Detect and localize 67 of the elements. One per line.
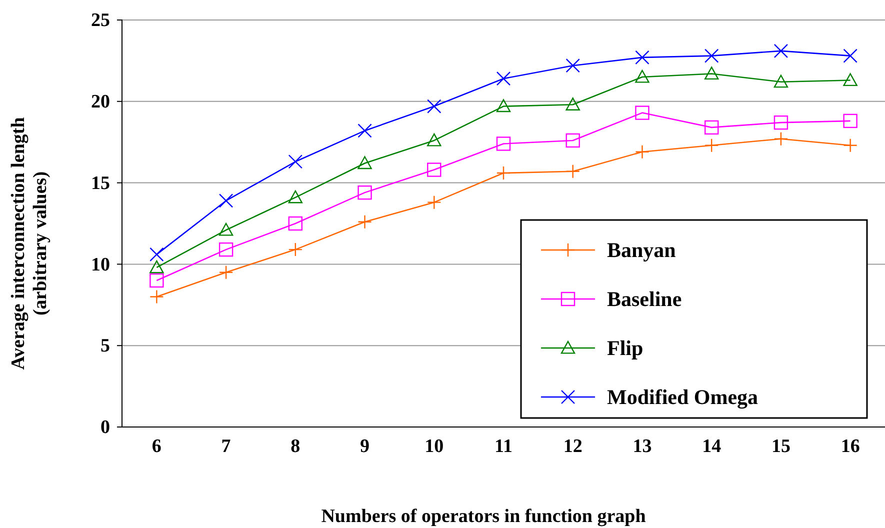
point	[496, 99, 511, 112]
point	[566, 133, 580, 148]
point	[288, 216, 303, 231]
y-axis-title: Average interconnection length (arbitrary values)	[8, 116, 51, 370]
point	[150, 260, 164, 274]
point	[635, 144, 650, 159]
point	[496, 166, 511, 180]
point	[566, 58, 580, 73]
x-tick-label: 12	[563, 436, 582, 457]
point	[288, 190, 303, 204]
point	[218, 222, 234, 236]
legend-label: Banyan	[607, 238, 676, 262]
x-tick-label: 7	[221, 436, 232, 457]
x-tick-label: 10	[424, 436, 444, 457]
point	[427, 99, 442, 114]
x-axis-title: Numbers of operators in function graph	[321, 506, 646, 527]
point	[150, 290, 164, 304]
point	[704, 138, 719, 152]
point	[843, 114, 858, 128]
point	[774, 115, 788, 130]
x-tick-label: 13	[632, 436, 652, 457]
point	[427, 133, 442, 146]
point	[288, 154, 303, 169]
y-tick-label: 0	[100, 417, 110, 438]
legend-label: Baseline	[607, 287, 682, 311]
x-tick-label: 8	[290, 436, 300, 457]
point	[358, 156, 372, 170]
point	[427, 195, 442, 210]
point	[843, 138, 858, 152]
point	[358, 214, 372, 229]
point	[704, 120, 719, 135]
y-tick-label: 15	[91, 172, 110, 194]
point	[218, 265, 234, 280]
point	[774, 132, 788, 146]
point	[358, 124, 372, 138]
point	[635, 50, 650, 65]
point	[566, 164, 580, 179]
point	[566, 98, 580, 110]
point	[704, 66, 719, 80]
x-tick-label: 9	[360, 436, 370, 457]
point	[704, 48, 719, 63]
point	[843, 48, 858, 63]
legend-label: Modified Omega	[607, 385, 759, 409]
point	[218, 194, 234, 208]
x-tick-label: 11	[494, 436, 512, 457]
point	[774, 74, 788, 88]
x-tick-label: 14	[702, 436, 722, 457]
y-tick-label: 10	[91, 254, 110, 276]
point	[150, 247, 164, 262]
x-tick-label: 16	[840, 436, 860, 457]
point	[358, 185, 372, 200]
point	[150, 273, 164, 288]
point	[218, 242, 234, 257]
x-tick-label: 6	[152, 436, 162, 457]
point	[288, 242, 303, 257]
point	[843, 73, 858, 86]
y-tick-label: 20	[91, 91, 110, 112]
y-tick-label: 25	[91, 10, 110, 32]
x-tick-label: 15	[771, 436, 790, 457]
point	[635, 106, 650, 120]
point	[635, 70, 650, 83]
legend-label: Flip	[607, 336, 644, 360]
point	[427, 162, 442, 177]
point	[774, 44, 788, 58]
y-tick-label: 5	[100, 336, 110, 357]
point	[496, 72, 511, 86]
point	[496, 136, 511, 151]
